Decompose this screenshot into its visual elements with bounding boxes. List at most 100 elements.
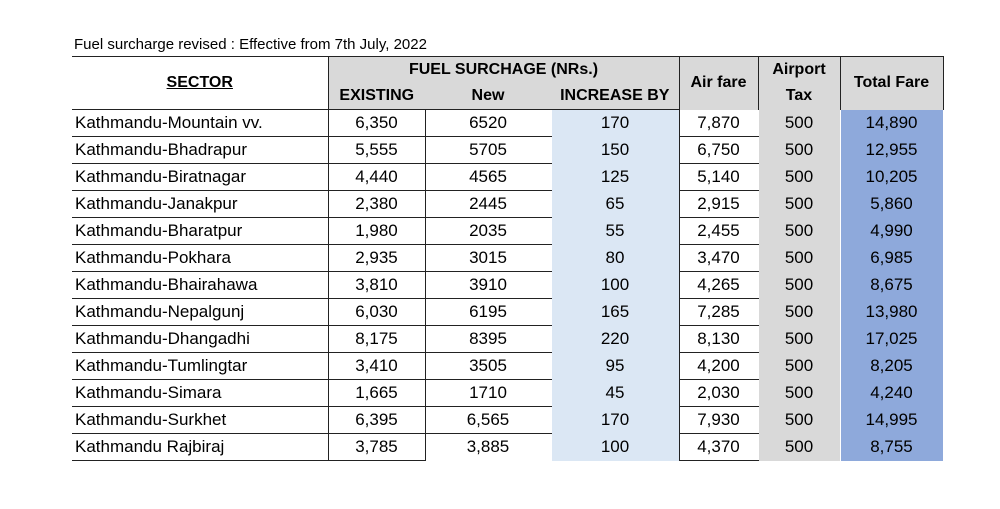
new-cell: 5705 bbox=[424, 136, 551, 164]
sector-cell: Kathmandu-Bhairahawa bbox=[72, 271, 328, 299]
sector-cell: Kathmandu-Bhadrapur bbox=[72, 136, 328, 164]
airport-tax-header-line2: Tax bbox=[757, 83, 840, 110]
airport-tax-cell: 500 bbox=[757, 271, 840, 299]
table-row: Kathmandu-Bhairahawa 3,810 3910 100 4,265 500… bbox=[72, 271, 944, 299]
increase-cell: 170 bbox=[550, 406, 679, 434]
increase-cell: 100 bbox=[550, 433, 679, 461]
document-caption: Fuel surcharge revised : Effective from … bbox=[74, 36, 427, 53]
total-fare-cell: 14,995 bbox=[839, 406, 944, 434]
air-fare-cell: 3,470 bbox=[678, 244, 758, 272]
sector-cell: Kathmandu-Surkhet bbox=[72, 406, 328, 434]
airport-tax-cell: 500 bbox=[757, 190, 840, 218]
new-cell: 6520 bbox=[424, 109, 551, 137]
total-fare-header: Total Fare bbox=[839, 56, 944, 110]
table-row: Kathmandu-Tumlingtar 3,410 3505 95 4,200 500 8… bbox=[72, 352, 944, 380]
total-fare-cell: 5,860 bbox=[839, 190, 944, 218]
air-fare-cell: 2,915 bbox=[678, 190, 758, 218]
new-cell: 3910 bbox=[424, 271, 551, 299]
table-row: Kathmandu-Bharatpur 1,980 2035 55 2,455 500 4,… bbox=[72, 217, 944, 245]
increase-by-header: INCREASE BY bbox=[551, 83, 679, 110]
increase-cell: 55 bbox=[550, 217, 679, 245]
table-row: Kathmandu-Biratnagar 4,440 4565 125 5,140 500… bbox=[72, 163, 944, 191]
increase-cell: 95 bbox=[550, 352, 679, 380]
existing-cell: 5,555 bbox=[327, 136, 425, 164]
existing-header: EXISTING bbox=[327, 83, 425, 110]
existing-cell: 6,395 bbox=[327, 406, 425, 434]
existing-cell: 3,785 bbox=[327, 433, 425, 461]
total-fare-cell: 4,240 bbox=[839, 379, 944, 407]
increase-cell: 80 bbox=[550, 244, 679, 272]
table-row: Kathmandu-Janakpur 2,380 2445 65 2,915 500 5,8… bbox=[72, 190, 944, 218]
sector-cell: Kathmandu-Pokhara bbox=[72, 244, 328, 272]
increase-cell: 150 bbox=[550, 136, 679, 164]
header-row-1: SECTOR FUEL SURCHAGE (NRs.) Air fare Air… bbox=[72, 56, 944, 110]
new-cell: 2445 bbox=[424, 190, 551, 218]
existing-cell: 1,980 bbox=[327, 217, 425, 245]
new-cell: 8395 bbox=[424, 325, 551, 353]
air-fare-cell: 4,370 bbox=[678, 433, 758, 461]
airport-tax-cell: 500 bbox=[757, 406, 840, 434]
sector-cell: Kathmandu-Bharatpur bbox=[72, 217, 328, 245]
new-cell: 2035 bbox=[424, 217, 551, 245]
table-row: Kathmandu-Nepalgunj 6,030 6195 165 7,285 500 1… bbox=[72, 298, 944, 326]
sector-header: SECTOR bbox=[72, 56, 328, 110]
total-fare-cell: 10,205 bbox=[839, 163, 944, 191]
airport-tax-header-line1: Airport bbox=[757, 56, 840, 83]
existing-cell: 3,410 bbox=[327, 352, 425, 380]
sector-cell: Kathmandu Rajbiraj bbox=[72, 433, 328, 461]
new-header: New bbox=[425, 83, 551, 110]
existing-cell: 2,380 bbox=[327, 190, 425, 218]
air-fare-cell: 4,265 bbox=[678, 271, 758, 299]
existing-cell: 6,030 bbox=[327, 298, 425, 326]
increase-cell: 125 bbox=[550, 163, 679, 191]
new-cell: 3505 bbox=[424, 352, 551, 380]
total-fare-cell: 12,955 bbox=[839, 136, 944, 164]
new-cell: 1710 bbox=[424, 379, 551, 407]
table-row: Kathmandu-Bhadrapur 5,555 5705 150 6,750 500 1… bbox=[72, 136, 944, 164]
total-fare-cell: 8,755 bbox=[839, 433, 944, 461]
increase-cell: 170 bbox=[550, 109, 679, 137]
existing-cell: 4,440 bbox=[327, 163, 425, 191]
sector-cell: Kathmandu-Tumlingtar bbox=[72, 352, 328, 380]
air-fare-cell: 5,140 bbox=[678, 163, 758, 191]
table-row: Kathmandu Rajbiraj 3,785 3,885 100 4,370 500 8… bbox=[72, 433, 944, 461]
airport-tax-cell: 500 bbox=[757, 298, 840, 326]
airport-tax-cell: 500 bbox=[757, 109, 840, 137]
airport-tax-cell: 500 bbox=[757, 352, 840, 380]
existing-cell: 3,810 bbox=[327, 271, 425, 299]
sector-cell: Kathmandu-Dhangadhi bbox=[72, 325, 328, 353]
fuel-surcharge-header: FUEL SURCHAGE (NRs.) bbox=[327, 56, 679, 83]
table-row: Kathmandu-Simara 1,665 1710 45 2,030 500 4,240 bbox=[72, 379, 944, 407]
air-fare-cell: 7,285 bbox=[678, 298, 758, 326]
air-fare-cell: 6,750 bbox=[678, 136, 758, 164]
fare-table: SECTOR FUEL SURCHAGE (NRs.) Air fare Air… bbox=[72, 56, 944, 461]
airport-tax-cell: 500 bbox=[757, 325, 840, 353]
new-cell: 3,885 bbox=[424, 433, 551, 461]
table-row: Kathmandu-Pokhara 2,935 3015 80 3,470 500 6,98… bbox=[72, 244, 944, 272]
airport-tax-cell: 500 bbox=[757, 244, 840, 272]
total-fare-cell: 8,675 bbox=[839, 271, 944, 299]
new-cell: 6,565 bbox=[424, 406, 551, 434]
increase-cell: 220 bbox=[550, 325, 679, 353]
table-row: Kathmandu-Mountain vv. 6,350 6520 170 7,870 5… bbox=[72, 109, 944, 137]
increase-cell: 65 bbox=[550, 190, 679, 218]
airport-tax-cell: 500 bbox=[757, 217, 840, 245]
air-fare-cell: 4,200 bbox=[678, 352, 758, 380]
sector-cell: Kathmandu-Mountain vv. bbox=[72, 109, 328, 137]
air-fare-cell: 2,455 bbox=[678, 217, 758, 245]
increase-cell: 45 bbox=[550, 379, 679, 407]
existing-cell: 2,935 bbox=[327, 244, 425, 272]
airport-tax-cell: 500 bbox=[757, 433, 840, 461]
total-fare-cell: 17,025 bbox=[839, 325, 944, 353]
total-fare-cell: 8,205 bbox=[839, 352, 944, 380]
total-fare-cell: 14,890 bbox=[839, 109, 944, 137]
existing-cell: 8,175 bbox=[327, 325, 425, 353]
air-fare-cell: 2,030 bbox=[678, 379, 758, 407]
new-cell: 6195 bbox=[424, 298, 551, 326]
table-row: Kathmandu-Surkhet 6,395 6,565 170 7,930 500 14… bbox=[72, 406, 944, 434]
existing-cell: 1,665 bbox=[327, 379, 425, 407]
existing-cell: 6,350 bbox=[327, 109, 425, 137]
increase-cell: 165 bbox=[550, 298, 679, 326]
header-row-2: EXISTING New INCREASE BY Tax bbox=[72, 83, 943, 110]
